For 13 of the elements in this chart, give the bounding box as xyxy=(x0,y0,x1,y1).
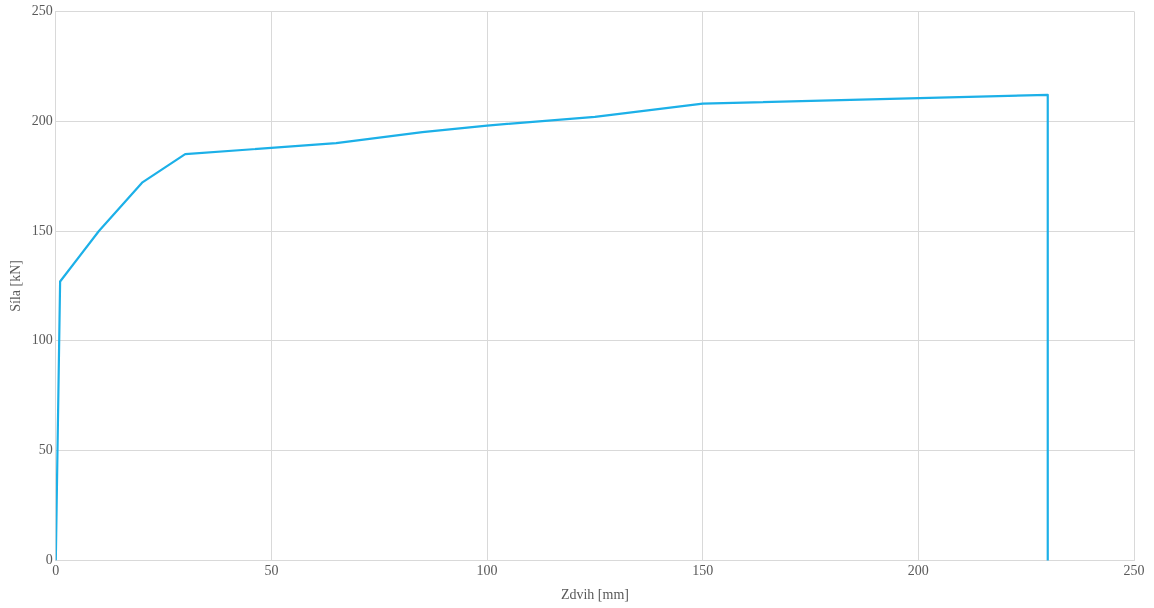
x-tick-label: 50 xyxy=(264,563,279,579)
y-axis-title: Síla [kN] xyxy=(8,260,24,312)
x-tick-label: 100 xyxy=(476,563,498,579)
x-axis-title: Zdvih [mm] xyxy=(560,587,629,603)
x-tick-label: 150 xyxy=(692,563,714,579)
y-tick-label: 200 xyxy=(31,112,53,128)
x-tick-label: 200 xyxy=(907,563,929,579)
y-tick-label: 250 xyxy=(31,3,53,19)
y-tick-label: 100 xyxy=(31,332,53,348)
y-tick-label: 50 xyxy=(38,442,53,458)
x-tick-label: 250 xyxy=(1123,563,1145,579)
y-tick-label: 0 xyxy=(45,552,53,568)
y-tick-label: 150 xyxy=(31,222,53,238)
